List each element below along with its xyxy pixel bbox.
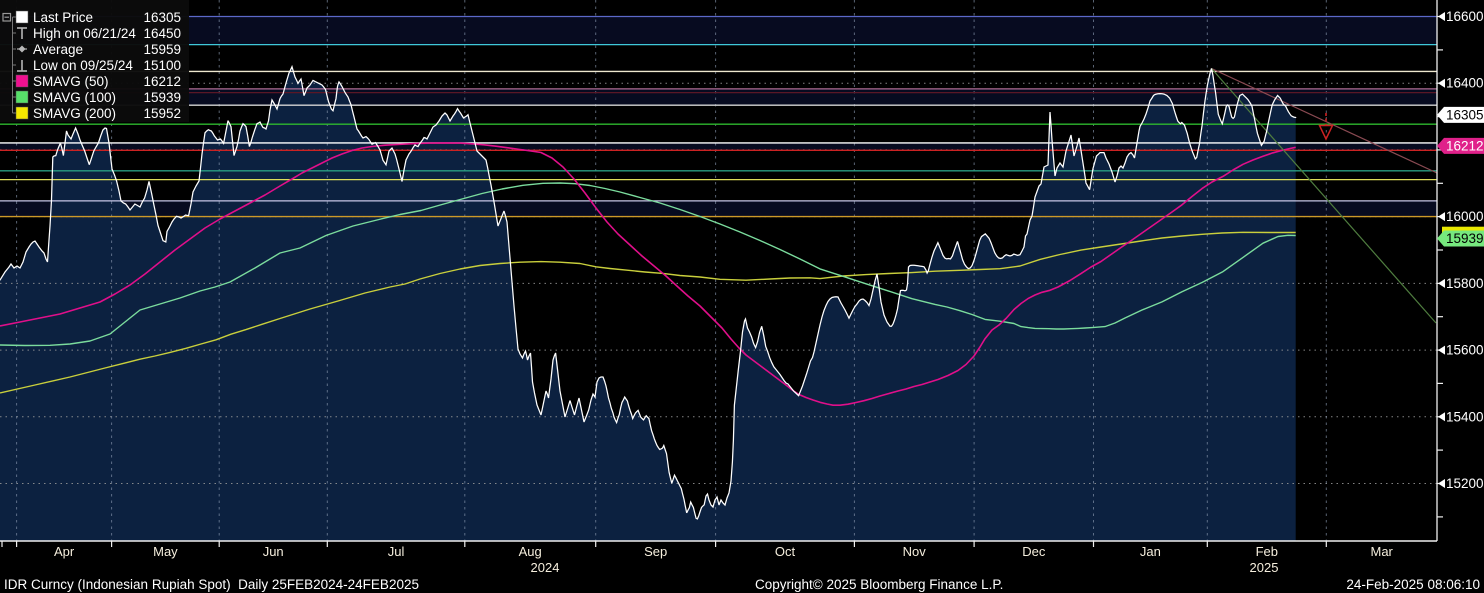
svg-text:High on 06/21/24: High on 06/21/24 <box>33 26 136 41</box>
svg-text:15600: 15600 <box>1446 343 1484 358</box>
svg-text:Mar: Mar <box>1371 544 1394 559</box>
svg-text:Apr: Apr <box>54 544 75 559</box>
svg-text:Jun: Jun <box>263 544 284 559</box>
svg-text:16305: 16305 <box>1446 107 1484 122</box>
svg-text:SMAVG (50): SMAVG (50) <box>33 74 109 89</box>
svg-text:2025: 2025 <box>1250 560 1279 575</box>
svg-text:15100: 15100 <box>143 58 181 73</box>
svg-text:Aug: Aug <box>519 544 542 559</box>
svg-text:16450: 16450 <box>143 26 181 41</box>
svg-text:Low on 09/25/24: Low on 09/25/24 <box>33 58 133 73</box>
svg-text:Dec: Dec <box>1022 544 1046 559</box>
svg-text:16400: 16400 <box>1446 76 1484 91</box>
svg-text:15959: 15959 <box>143 42 181 57</box>
svg-text:16600: 16600 <box>1446 9 1484 24</box>
svg-text:15400: 15400 <box>1446 409 1484 424</box>
svg-text:Jan: Jan <box>1140 544 1161 559</box>
svg-text:15800: 15800 <box>1446 276 1484 291</box>
svg-text:Oct: Oct <box>775 544 796 559</box>
svg-text:24-Feb-2025 08:06:10: 24-Feb-2025 08:06:10 <box>1346 577 1480 592</box>
svg-text:15939: 15939 <box>143 90 181 105</box>
svg-text:SMAVG (200): SMAVG (200) <box>33 106 116 121</box>
svg-text:Nov: Nov <box>903 544 927 559</box>
svg-text:SMAVG (100): SMAVG (100) <box>33 90 116 105</box>
svg-text:15200: 15200 <box>1446 476 1484 491</box>
svg-text:Jul: Jul <box>388 544 405 559</box>
svg-text:2024: 2024 <box>531 560 560 575</box>
svg-text:IDR Curncy (Indonesian Rupiah: IDR Curncy (Indonesian Rupiah Spot) Dail… <box>4 577 419 592</box>
svg-text:16212: 16212 <box>143 74 181 89</box>
svg-text:May: May <box>153 544 178 559</box>
svg-text:Average: Average <box>33 42 83 57</box>
svg-text:Feb: Feb <box>1256 544 1278 559</box>
svg-text:15952: 15952 <box>143 106 181 121</box>
svg-text:16305: 16305 <box>143 10 181 25</box>
svg-text:16000: 16000 <box>1446 209 1484 224</box>
svg-text:Sep: Sep <box>644 544 667 559</box>
svg-text:Last Price: Last Price <box>33 10 93 25</box>
svg-text:16212: 16212 <box>1446 138 1484 153</box>
svg-text:15939: 15939 <box>1446 231 1484 246</box>
svg-text:Copyright© 2025 Bloomberg Fina: Copyright© 2025 Bloomberg Finance L.P. <box>755 577 1003 592</box>
